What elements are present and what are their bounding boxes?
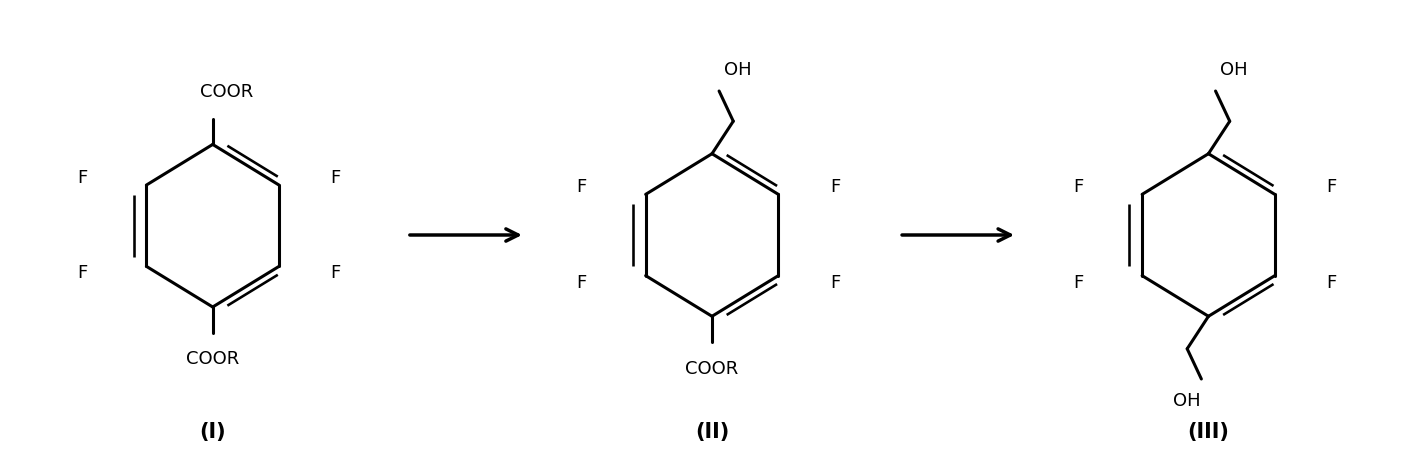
Text: COOR: COOR (187, 351, 239, 368)
Text: OH: OH (1173, 392, 1200, 410)
Text: F: F (330, 169, 340, 187)
Text: F: F (77, 169, 88, 187)
Text: (III): (III) (1188, 423, 1229, 442)
Text: COOR: COOR (201, 83, 253, 101)
Text: OH: OH (1220, 61, 1247, 79)
Text: (I): (I) (199, 423, 226, 442)
Text: OH: OH (723, 61, 752, 79)
Text: F: F (330, 264, 340, 282)
Text: F: F (577, 274, 587, 291)
Text: F: F (1074, 274, 1084, 291)
Text: F: F (1074, 179, 1084, 196)
Text: F: F (77, 264, 88, 282)
Text: F: F (830, 179, 840, 196)
Text: (II): (II) (695, 423, 729, 442)
Text: F: F (1326, 179, 1337, 196)
Text: F: F (1326, 274, 1337, 291)
Text: F: F (830, 274, 840, 291)
Text: F: F (577, 179, 587, 196)
Text: COOR: COOR (685, 360, 739, 378)
